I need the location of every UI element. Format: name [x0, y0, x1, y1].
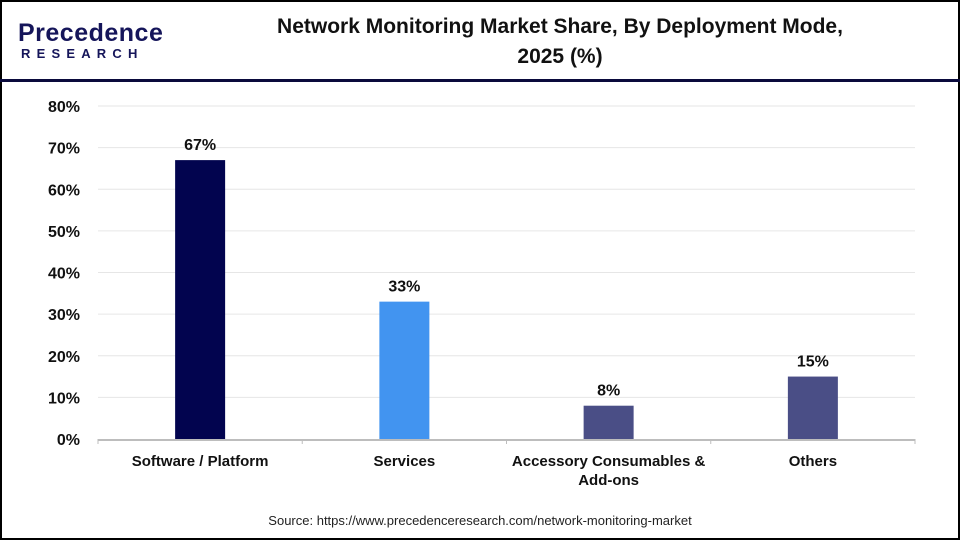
- logo-subtitle: RESEARCH: [21, 46, 144, 61]
- logo-wordmark: Precedence: [18, 19, 164, 47]
- y-tick-label: 30%: [48, 307, 80, 324]
- y-tick-label: 70%: [48, 141, 80, 158]
- bar: [787, 376, 838, 439]
- x-tick-label: Others: [789, 453, 837, 470]
- source-note: Source: https://www.precedenceresearch.c…: [268, 513, 692, 528]
- y-tick-label: 20%: [48, 349, 80, 366]
- y-tick-label: 80%: [48, 99, 80, 116]
- bar: [583, 405, 634, 439]
- data-label: 15%: [797, 354, 829, 371]
- x-tick-label: Accessory Consumables &: [512, 453, 706, 470]
- y-tick-label: 60%: [48, 182, 80, 199]
- bar: [175, 160, 226, 440]
- y-tick-label: 0%: [57, 432, 80, 449]
- bar: [379, 301, 430, 439]
- header-divider: [0, 79, 960, 82]
- data-label: 8%: [597, 383, 620, 400]
- chart-title-line: 2025 (%): [517, 45, 603, 68]
- chart-title: Network Monitoring Market Share, By Depl…: [200, 12, 920, 72]
- y-tick-label: 50%: [48, 224, 80, 241]
- y-tick-label: 10%: [48, 390, 80, 407]
- data-label: 67%: [184, 137, 216, 154]
- data-label: 33%: [388, 279, 420, 296]
- y-tick-label: 40%: [48, 266, 80, 283]
- chart-title-line: Network Monitoring Market Share, By Depl…: [277, 15, 843, 38]
- logo: Precedence RESEARCH: [18, 19, 164, 64]
- x-tick-label: Add-ons: [578, 472, 639, 489]
- x-tick-label: Software / Platform: [132, 453, 269, 470]
- x-tick-label: Services: [374, 453, 436, 470]
